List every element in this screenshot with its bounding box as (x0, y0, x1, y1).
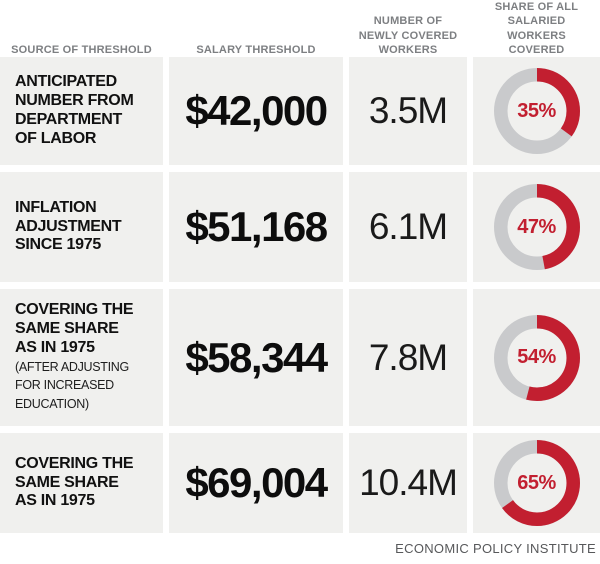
source-label: COVERING THE SAME SHARE AS IN 1975 (15, 455, 141, 512)
donut-svg (493, 184, 580, 270)
donut-svg (493, 314, 580, 401)
source-label: ANTICIPATED NUMBER FROM DEPARTMENT OF LA… (15, 73, 141, 149)
workers-value: 6.1M (368, 206, 448, 247)
workers-value: 7.8M (368, 336, 448, 378)
salary-cell: $69,004 (169, 433, 343, 533)
source-label: COVERING THE SAME SHARE AS IN 1975 (AFTE… (15, 301, 141, 414)
source-cell: COVERING THE SAME SHARE AS IN 1975 (AFTE… (0, 289, 163, 426)
share-cell: 65% (473, 433, 600, 533)
donut-chart: 54% (493, 314, 580, 401)
salary-value: $51,168 (185, 203, 328, 250)
donut-chart: 35% (493, 68, 580, 154)
source-bold: COVERING THE SAME SHARE AS IN 1975 (15, 454, 134, 510)
workers-cell: 7.8M (349, 289, 467, 426)
share-cell: 54% (473, 289, 600, 426)
source-cell: COVERING THE SAME SHARE AS IN 1975 (0, 433, 163, 533)
workers-cell: 3.5M (349, 57, 467, 165)
table-body: ANTICIPATED NUMBER FROM DEPARTMENT OF LA… (0, 57, 600, 533)
source-bold: COVERING THE SAME SHARE AS IN 1975 (15, 300, 134, 356)
table-row: ANTICIPATED NUMBER FROM DEPARTMENT OF LA… (0, 57, 600, 165)
table-row: COVERING THE SAME SHARE AS IN 1975 $69,0… (0, 433, 600, 533)
salary-cell: $58,344 (169, 289, 343, 426)
source-cell: ANTICIPATED NUMBER FROM DEPARTMENT OF LA… (0, 57, 163, 165)
col-header-source: SOURCE OF THRESHOLD (11, 43, 152, 56)
source-note: (AFTER ADJUSTING FOR INCREASED EDUCATION… (15, 359, 129, 412)
donut-chart: 65% (493, 440, 580, 526)
workers-value: 3.5M (368, 90, 448, 131)
share-cell: 35% (473, 57, 600, 165)
table-row: INFLATION ADJUSTMENT SINCE 1975 $51,168 … (0, 172, 600, 282)
salary-value: $58,344 (185, 333, 328, 381)
col-header-salary: SALARY THRESHOLD (196, 43, 316, 56)
share-percent-label: 54% (517, 346, 556, 368)
donut-chart: 47% (493, 184, 580, 270)
table-header: SOURCE OF THRESHOLD SALARY THRESHOLD NUM… (0, 0, 600, 57)
donut-svg (493, 440, 580, 526)
share-percent-label: 47% (517, 215, 556, 238)
workers-cell: 10.4M (349, 433, 467, 533)
table-row: COVERING THE SAME SHARE AS IN 1975 (AFTE… (0, 289, 600, 426)
salary-value: $69,004 (185, 459, 328, 506)
workers-cell: 6.1M (349, 172, 467, 282)
share-percent-label: 35% (517, 99, 556, 122)
col-header-workers: NUMBER OF NEWLY COVERED WORKERS (358, 15, 458, 56)
source-label: INFLATION ADJUSTMENT SINCE 1975 (15, 199, 141, 256)
share-percent-label: 65% (517, 471, 556, 494)
share-cell: 47% (473, 172, 600, 282)
col-header-share: SHARE OF ALL SALARIED WORKERS COVERED (494, 1, 579, 56)
salary-value: $42,000 (185, 87, 328, 134)
workers-value: 10.4M (359, 462, 458, 503)
source-cell: INFLATION ADJUSTMENT SINCE 1975 (0, 172, 163, 282)
salary-cell: $51,168 (169, 172, 343, 282)
footer: ECONOMIC POLICY INSTITUTE (0, 533, 600, 564)
salary-cell: $42,000 (169, 57, 343, 165)
source-bold: INFLATION ADJUSTMENT SINCE 1975 (15, 198, 122, 254)
source-credit: ECONOMIC POLICY INSTITUTE (395, 541, 596, 556)
donut-svg (493, 68, 580, 154)
source-bold: ANTICIPATED NUMBER FROM DEPARTMENT OF LA… (15, 73, 134, 147)
